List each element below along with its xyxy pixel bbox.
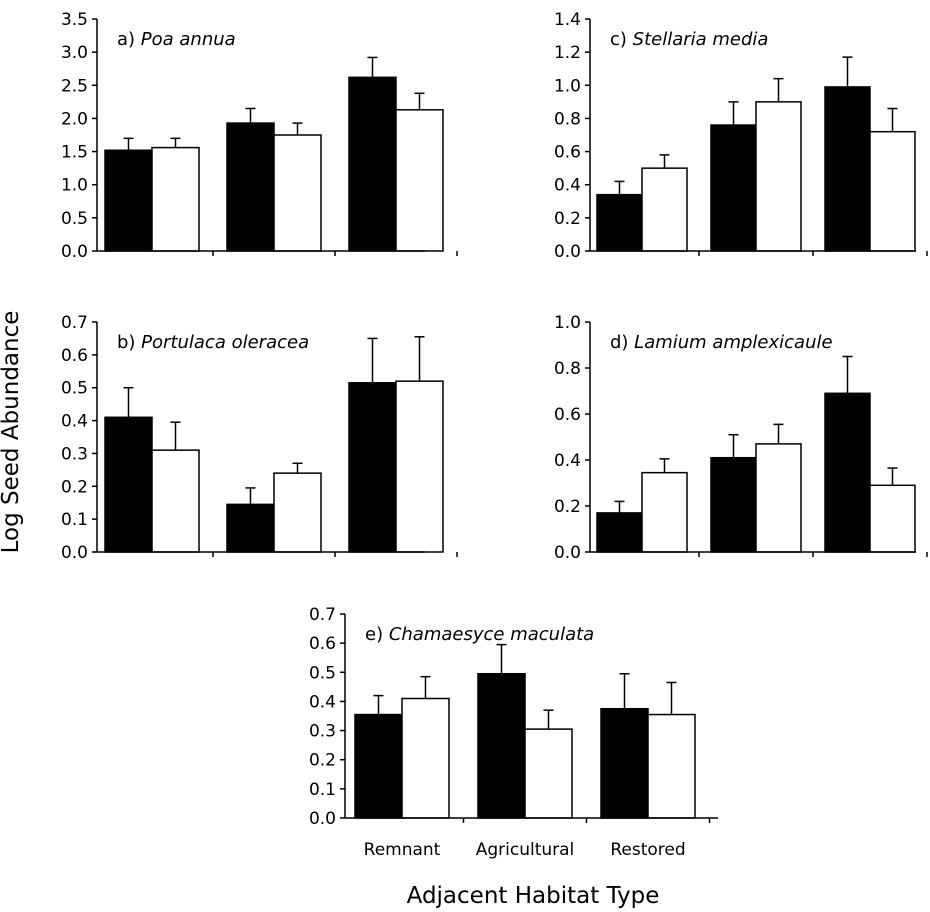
y-tick-label-e-7: 0.7 xyxy=(309,605,336,625)
bar-e-restored-series1 xyxy=(600,707,649,819)
bar-a-agricultural-series1 xyxy=(226,122,275,252)
panels-group: 0.00.51.01.52.02.53.03.5a) Poa annua0.00… xyxy=(61,10,928,860)
y-tick-label-c-0: 0.0 xyxy=(554,242,581,262)
panel-title-species-b: Portulaca oleracea xyxy=(141,332,309,353)
bar-b-agricultural-series2 xyxy=(273,472,322,553)
panel-title-c: c) Stellaria media xyxy=(610,29,768,50)
bar-b-restored-series1 xyxy=(348,382,397,553)
panel-title-prefix-b: b) xyxy=(117,332,141,353)
y-tick-label-e-1: 0.1 xyxy=(309,780,336,800)
panel-title-species-d: Lamium amplexicaule xyxy=(634,332,832,353)
y-tick-label-a-6: 3.0 xyxy=(61,43,88,63)
y-tick-label-c-5: 1.0 xyxy=(554,76,581,96)
bar-c-agricultural-series2 xyxy=(755,101,802,252)
y-tick-label-b-6: 0.6 xyxy=(61,346,88,366)
panel-title-species-a: Poa annua xyxy=(141,29,236,50)
panel-title-species-c: Stellaria media xyxy=(633,29,769,50)
bar-c-remnant-series1 xyxy=(596,193,643,252)
y-tick-label-e-6: 0.6 xyxy=(309,634,336,654)
y-tick-label-c-3: 0.6 xyxy=(554,143,581,163)
chart-panel-b: 0.0 0.1 0.2 0.3 0.4 0.5 0.6 0.7 b) Portulaca ole… xyxy=(61,313,458,563)
y-tick-label-b-3: 0.3 xyxy=(61,444,88,464)
panel-title-prefix-c: c) xyxy=(610,29,633,50)
y-tick-label-a-7: 3.5 xyxy=(61,10,88,30)
y-tick-label-b-5: 0.5 xyxy=(61,379,88,399)
category-label-restored: Restored xyxy=(610,840,685,860)
category-label-remnant: Remnant xyxy=(364,840,441,860)
y-tick-label-e-5: 0.5 xyxy=(309,663,336,683)
y-tick-label-b-2: 0.2 xyxy=(61,477,88,497)
panel-title-prefix-d: d) xyxy=(610,332,634,353)
y-tick-label-a-0: 0.0 xyxy=(61,242,88,262)
y-tick-label-a-3: 1.5 xyxy=(61,143,88,163)
y-tick-label-d-5: 1.0 xyxy=(554,313,581,333)
bar-a-restored-series1 xyxy=(348,76,397,252)
y-tick-label-d-2: 0.4 xyxy=(554,451,581,471)
bar-b-remnant-series2 xyxy=(151,449,200,553)
y-tick-label-c-6: 1.2 xyxy=(554,43,581,63)
y-tick-label-c-4: 0.8 xyxy=(554,109,581,129)
y-tick-label-c-2: 0.4 xyxy=(554,176,581,196)
bar-e-remnant-series1 xyxy=(354,713,403,819)
y-tick-label-b-0: 0.0 xyxy=(61,543,88,563)
bar-a-remnant-series2 xyxy=(151,146,200,252)
panel-title-prefix-e: e) xyxy=(365,624,389,645)
bar-c-restored-series1 xyxy=(824,86,871,252)
bar-d-agricultural-series2 xyxy=(755,443,802,553)
y-tick-label-b-7: 0.7 xyxy=(61,313,88,333)
bar-b-remnant-series1 xyxy=(104,416,153,553)
y-tick-label-d-4: 0.8 xyxy=(554,359,581,379)
y-tick-label-e-3: 0.3 xyxy=(309,722,336,742)
x-axis-title: Adjacent Habitat Type xyxy=(407,883,660,909)
y-tick-label-e-2: 0.2 xyxy=(309,751,336,771)
y-tick-label-d-1: 0.2 xyxy=(554,497,581,517)
chart-panel-a: 0.0 0.5 1.0 1.5 2.0 2.5 3.0 3.5 a) Poa annua xyxy=(61,10,458,262)
y-tick-label-b-4: 0.4 xyxy=(61,412,88,432)
bar-d-agricultural-series1 xyxy=(710,456,757,553)
y-tick-label-e-0: 0.0 xyxy=(309,809,336,829)
y-tick-label-b-1: 0.1 xyxy=(61,510,88,530)
bar-a-agricultural-series2 xyxy=(273,134,322,252)
bar-e-agricultural-series2 xyxy=(524,728,573,819)
category-label-agricultural: Agricultural xyxy=(476,840,575,860)
bar-d-remnant-series1 xyxy=(596,512,643,553)
y-tick-label-a-2: 1.0 xyxy=(61,176,88,196)
chart-panel-c: 0.0 0.2 0.4 0.6 0.8 1.0 1.2 1.4 c) Stellaria med… xyxy=(554,10,928,262)
bar-e-agricultural-series1 xyxy=(477,672,526,819)
bar-e-restored-series2 xyxy=(647,713,696,819)
chart-panel-e: 0.0 0.1 0.2 0.3 0.4 0.5 0.6 0.7 Remnant Agricultu… xyxy=(309,605,718,860)
y-tick-label-c-1: 0.2 xyxy=(554,209,581,229)
y-tick-label-e-4: 0.4 xyxy=(309,692,336,712)
y-tick-label-a-5: 2.5 xyxy=(61,76,88,96)
y-tick-label-a-1: 0.5 xyxy=(61,209,88,229)
panel-title-species-e: Chamaesyce maculata xyxy=(389,624,594,645)
y-tick-label-d-0: 0.0 xyxy=(554,543,581,563)
bar-d-remnant-series2 xyxy=(641,471,688,553)
panel-title-d: d) Lamium amplexicaule xyxy=(610,332,833,353)
bar-b-agricultural-series1 xyxy=(226,503,275,553)
bar-b-restored-series2 xyxy=(395,380,444,553)
bar-c-restored-series2 xyxy=(869,130,916,252)
panel-title-b: b) Portulaca oleracea xyxy=(117,332,309,353)
bar-a-remnant-series1 xyxy=(104,149,153,252)
panel-title-a: a) Poa annua xyxy=(117,29,236,50)
chart-panel-d: 0.0 0.2 0.4 0.6 0.8 1.0 d) Lamium amplexicaule xyxy=(554,313,928,563)
bar-a-restored-series2 xyxy=(395,109,444,252)
bar-c-remnant-series2 xyxy=(641,167,688,252)
y-tick-label-d-3: 0.6 xyxy=(554,405,581,425)
y-tick-label-a-4: 2.0 xyxy=(61,109,88,129)
bar-e-remnant-series2 xyxy=(401,697,450,819)
y-axis-title: Log Seed Abundance xyxy=(0,311,24,554)
bar-d-restored-series2 xyxy=(869,484,916,553)
bar-c-agricultural-series1 xyxy=(710,124,757,252)
bar-d-restored-series1 xyxy=(824,392,871,553)
y-tick-label-c-7: 1.4 xyxy=(554,10,581,30)
panel-title-prefix-a: a) xyxy=(117,29,141,50)
panel-title-e: e) Chamaesyce maculata xyxy=(365,624,594,645)
